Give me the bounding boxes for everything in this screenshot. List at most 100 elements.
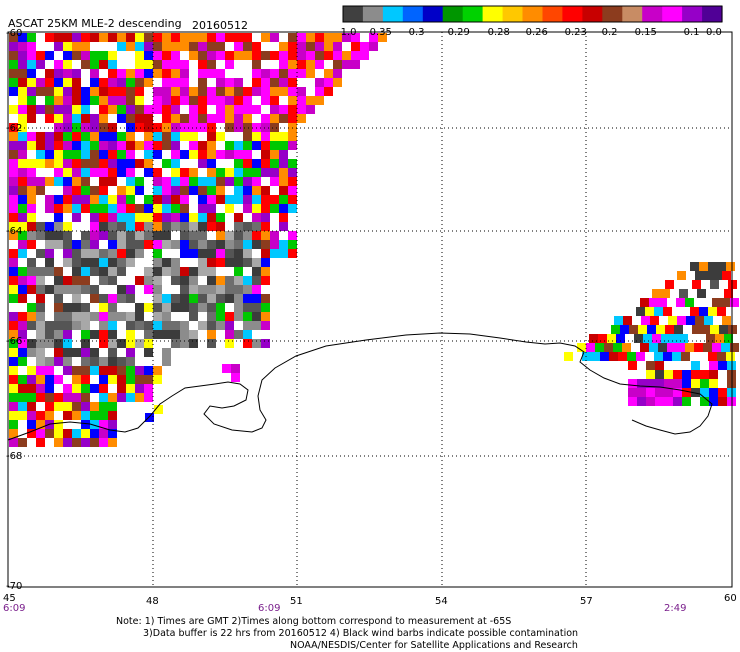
wind-cell xyxy=(153,357,162,366)
wind-cell xyxy=(692,325,701,334)
wind-cell xyxy=(81,231,90,240)
wind-cell xyxy=(189,339,198,348)
wind-cell xyxy=(216,267,225,276)
wind-cell xyxy=(9,420,18,429)
wind-cell xyxy=(9,168,18,177)
wind-cell xyxy=(691,379,700,388)
wind-cell xyxy=(144,375,153,384)
wind-cell xyxy=(108,267,117,276)
wind-cell xyxy=(72,186,81,195)
wind-cell xyxy=(90,204,99,213)
wind-cell xyxy=(18,33,27,42)
wind-cell xyxy=(252,258,261,267)
wind-cell xyxy=(162,258,171,267)
wind-cell xyxy=(81,222,90,231)
wind-cell xyxy=(180,87,189,96)
wind-cell xyxy=(108,42,117,51)
wind-cell xyxy=(117,375,126,384)
wind-cell xyxy=(171,267,180,276)
wind-cell xyxy=(126,105,135,114)
wind-cell xyxy=(261,150,270,159)
wind-cell xyxy=(63,69,72,78)
wind-cell xyxy=(270,78,279,87)
wind-cell xyxy=(108,303,117,312)
wind-cell xyxy=(108,240,117,249)
footer-credit: NOAA/NESDIS/Center for Satellite Applica… xyxy=(290,640,578,651)
wind-cell xyxy=(108,231,117,240)
wind-cell xyxy=(126,177,135,186)
wind-cell xyxy=(99,393,108,402)
wind-cell xyxy=(270,240,279,249)
lon-label: 48 xyxy=(146,596,159,607)
wind-cell xyxy=(709,361,718,370)
wind-cell xyxy=(297,33,306,42)
wind-cell xyxy=(650,316,659,325)
wind-cell xyxy=(216,294,225,303)
wind-cell xyxy=(628,379,637,388)
wind-cell xyxy=(270,150,279,159)
wind-cell xyxy=(72,105,81,114)
wind-cell xyxy=(162,294,171,303)
wind-cell xyxy=(351,33,360,42)
wind-cell xyxy=(54,132,63,141)
wind-cell xyxy=(180,168,189,177)
wind-cell xyxy=(691,388,700,397)
wind-cell xyxy=(18,258,27,267)
wind-cell xyxy=(18,294,27,303)
wind-cell xyxy=(342,33,351,42)
wind-cell xyxy=(691,397,700,406)
wind-cell xyxy=(117,186,126,195)
wind-cell xyxy=(18,159,27,168)
wind-cell xyxy=(27,375,36,384)
wind-cell xyxy=(27,159,36,168)
wind-cell xyxy=(45,33,54,42)
wind-cell xyxy=(189,114,198,123)
wind-cell xyxy=(54,330,63,339)
wind-cell xyxy=(18,411,27,420)
wind-cell xyxy=(81,330,90,339)
wind-cell xyxy=(90,438,99,447)
wind-cell xyxy=(99,132,108,141)
wind-cell xyxy=(279,168,288,177)
wind-cell xyxy=(45,429,54,438)
wind-cell xyxy=(9,87,18,96)
wind-cell xyxy=(709,388,718,397)
wind-cell xyxy=(216,186,225,195)
wind-cell xyxy=(243,87,252,96)
wind-cell xyxy=(699,307,708,316)
wind-cell xyxy=(279,177,288,186)
wind-cell xyxy=(225,213,234,222)
wind-cell xyxy=(36,258,45,267)
wind-cell xyxy=(324,60,333,69)
wind-cell xyxy=(81,429,90,438)
wind-cell xyxy=(27,42,36,51)
wind-cell xyxy=(45,204,54,213)
wind-cell xyxy=(171,78,180,87)
wind-cell xyxy=(646,361,655,370)
wind-cell xyxy=(117,159,126,168)
wind-cell xyxy=(198,339,207,348)
wind-cell xyxy=(108,159,117,168)
wind-cell xyxy=(699,262,708,271)
wind-cell xyxy=(90,249,99,258)
colorbar-label: 0.0 xyxy=(706,27,722,38)
wind-cell xyxy=(189,150,198,159)
wind-cell xyxy=(288,141,297,150)
wind-cell xyxy=(45,285,54,294)
wind-cell xyxy=(81,123,90,132)
wind-cell xyxy=(54,123,63,132)
wind-cell xyxy=(162,150,171,159)
wind-cell xyxy=(333,33,342,42)
wind-cell xyxy=(288,249,297,258)
wind-cell xyxy=(117,312,126,321)
wind-cell xyxy=(81,357,90,366)
wind-cell xyxy=(126,213,135,222)
wind-cell xyxy=(225,123,234,132)
wind-cell xyxy=(27,177,36,186)
wind-cell xyxy=(270,213,279,222)
wind-cell xyxy=(719,325,728,334)
wind-cell xyxy=(9,150,18,159)
wind-cell xyxy=(717,262,726,271)
wind-cell xyxy=(243,96,252,105)
wind-cell xyxy=(198,51,207,60)
